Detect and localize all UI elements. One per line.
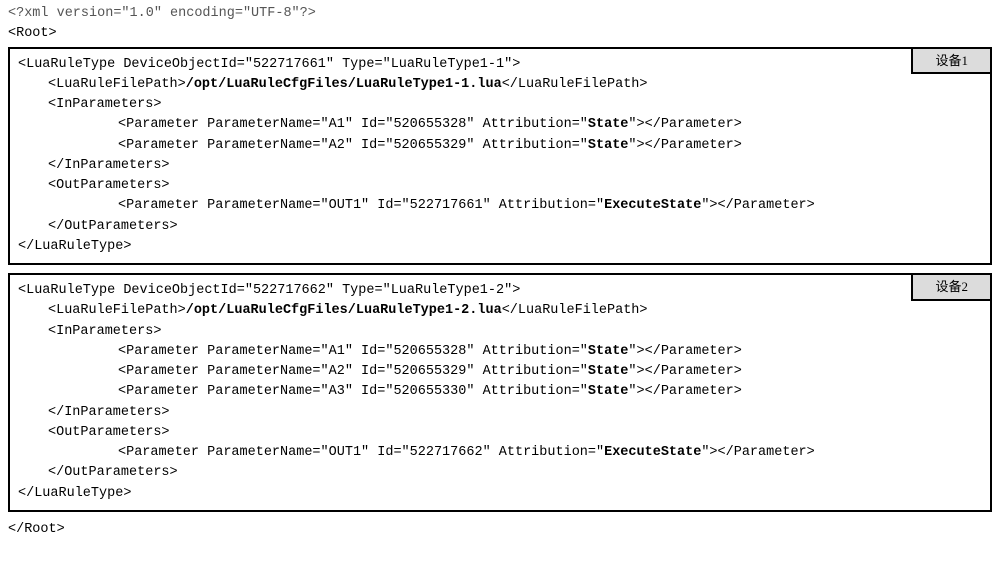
txt: " Attribution=" [466, 344, 588, 359]
inparams-close: </InParameters> [18, 156, 982, 176]
device-object-id: 522717662 [253, 283, 326, 298]
root-open: <Root> [8, 24, 992, 44]
txt: <Parameter ParameterName=" [118, 344, 329, 359]
txt: " Id=" [345, 344, 394, 359]
txt: </LuaRuleFilePath> [502, 303, 648, 318]
txt: "></Parameter> [628, 117, 741, 132]
param-attr: State [588, 117, 629, 132]
param-name: OUT1 [329, 198, 361, 213]
txt: " Id=" [345, 384, 394, 399]
inparams-open: <InParameters> [18, 322, 982, 342]
txt: " Id=" [345, 117, 394, 132]
txt: "></Parameter> [628, 344, 741, 359]
txt: <LuaRuleFilePath> [48, 77, 186, 92]
device-box-1: 设备1 <LuaRuleType DeviceObjectId="5227176… [8, 47, 992, 266]
param-id: 522717661 [410, 198, 483, 213]
txt: "></Parameter> [628, 384, 741, 399]
filepath-line: <LuaRuleFilePath>/opt/LuaRuleCfgFiles/Lu… [18, 301, 982, 321]
param-name: A1 [329, 344, 345, 359]
txt: </LuaRuleFilePath> [502, 77, 648, 92]
luaruletype-open: <LuaRuleType DeviceObjectId="522717661" … [18, 55, 982, 75]
luaruletype-close: </LuaRuleType> [18, 484, 982, 504]
parameter-line: <Parameter ParameterName="OUT1" Id="5227… [18, 196, 982, 216]
txt: " Attribution=" [483, 445, 605, 460]
txt: <Parameter ParameterName=" [118, 384, 329, 399]
root-close: </Root> [8, 520, 992, 540]
txt: " Id=" [361, 445, 410, 460]
param-name: A2 [329, 138, 345, 153]
param-attr: State [588, 364, 629, 379]
device-label: 设备1 [911, 47, 992, 75]
xml-declaration: <?xml version="1.0" encoding="UTF-8"?> [8, 4, 992, 24]
device-label: 设备2 [911, 273, 992, 301]
inparams-close: </InParameters> [18, 403, 982, 423]
param-id: 520655329 [393, 364, 466, 379]
param-name: A2 [329, 364, 345, 379]
param-attr: ExecuteState [604, 445, 701, 460]
luaruletype-close: </LuaRuleType> [18, 237, 982, 257]
txt: " Attribution=" [466, 384, 588, 399]
param-id: 520655328 [393, 344, 466, 359]
txt: " Attribution=" [466, 364, 588, 379]
txt: <LuaRuleFilePath> [48, 303, 186, 318]
txt: <Parameter ParameterName=" [118, 138, 329, 153]
txt: <LuaRuleType DeviceObjectId=" [18, 57, 253, 72]
param-id: 520655330 [393, 384, 466, 399]
outparams-close: </OutParameters> [18, 217, 982, 237]
parameter-line: <Parameter ParameterName="A2" Id="520655… [18, 136, 982, 156]
rule-type: LuaRuleType1-2 [391, 283, 504, 298]
txt: " Id=" [345, 364, 394, 379]
param-name: A1 [329, 117, 345, 132]
device-box-2: 设备2 <LuaRuleType DeviceObjectId="5227176… [8, 273, 992, 512]
filepath: /opt/LuaRuleCfgFiles/LuaRuleType1-2.lua [186, 303, 502, 318]
param-id: 520655328 [393, 117, 466, 132]
parameter-line: <Parameter ParameterName="A1" Id="520655… [18, 342, 982, 362]
txt: <Parameter ParameterName=" [118, 198, 329, 213]
outparams-close: </OutParameters> [18, 463, 982, 483]
param-name: A3 [329, 384, 345, 399]
txt: "></Parameter> [628, 364, 741, 379]
txt: <Parameter ParameterName=" [118, 364, 329, 379]
parameter-line: <Parameter ParameterName="A1" Id="520655… [18, 115, 982, 135]
txt: " Type=" [326, 57, 391, 72]
txt: "></Parameter> [701, 445, 814, 460]
txt: "> [504, 283, 520, 298]
txt: " Attribution=" [466, 117, 588, 132]
txt: " Attribution=" [466, 138, 588, 153]
parameter-line: <Parameter ParameterName="A3" Id="520655… [18, 382, 982, 402]
txt: <LuaRuleType DeviceObjectId=" [18, 283, 253, 298]
parameter-line: <Parameter ParameterName="A2" Id="520655… [18, 362, 982, 382]
filepath-line: <LuaRuleFilePath>/opt/LuaRuleCfgFiles/Lu… [18, 75, 982, 95]
param-id: 520655329 [393, 138, 466, 153]
param-name: OUT1 [329, 445, 361, 460]
txt: " Id=" [345, 138, 394, 153]
outparams-open: <OutParameters> [18, 423, 982, 443]
inparams-open: <InParameters> [18, 95, 982, 115]
parameter-line: <Parameter ParameterName="OUT1" Id="5227… [18, 443, 982, 463]
device-object-id: 522717661 [253, 57, 326, 72]
txt: <Parameter ParameterName=" [118, 117, 329, 132]
param-attr: State [588, 384, 629, 399]
txt: <Parameter ParameterName=" [118, 445, 329, 460]
luaruletype-open: <LuaRuleType DeviceObjectId="522717662" … [18, 281, 982, 301]
txt: "></Parameter> [701, 198, 814, 213]
param-attr: ExecuteState [604, 198, 701, 213]
filepath: /opt/LuaRuleCfgFiles/LuaRuleType1-1.lua [186, 77, 502, 92]
param-id: 522717662 [410, 445, 483, 460]
txt: "> [504, 57, 520, 72]
param-attr: State [588, 344, 629, 359]
outparams-open: <OutParameters> [18, 176, 982, 196]
txt: " Id=" [361, 198, 410, 213]
rule-type: LuaRuleType1-1 [391, 57, 504, 72]
txt: " Type=" [326, 283, 391, 298]
txt: "></Parameter> [628, 138, 741, 153]
txt: " Attribution=" [483, 198, 605, 213]
param-attr: State [588, 138, 629, 153]
